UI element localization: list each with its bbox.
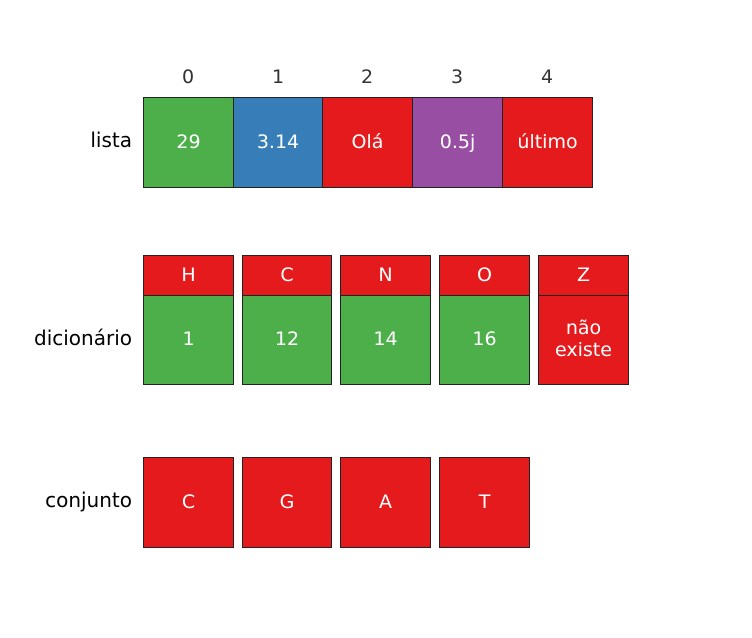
dicionario-key-0: H [143, 255, 234, 296]
conjunto-cell-3: T [439, 457, 530, 548]
dicionario-key-1: C [242, 255, 332, 296]
dicionario-value-0: 1 [143, 295, 234, 385]
dicionario-key-2: N [340, 255, 431, 296]
dicionario-value-1: 12 [242, 295, 332, 385]
dicionario-key-3: O [439, 255, 530, 296]
lista-cell-3: 0.5j [412, 97, 503, 188]
conjunto-cell-0: C [143, 457, 234, 548]
dicionario-value-2: 14 [340, 295, 431, 385]
conjunto-cell-2: A [340, 457, 431, 548]
lista-cell-0: 29 [143, 97, 234, 188]
conjunto-cell-1: G [242, 457, 332, 548]
lista-index-3: 3 [450, 66, 464, 88]
dicionario-value-4: não existe [538, 295, 629, 385]
lista-index-0: 0 [181, 66, 195, 88]
lista-cell-1: 3.14 [233, 97, 323, 188]
lista-index-1: 1 [271, 66, 285, 88]
lista-index-4: 4 [540, 66, 554, 88]
conjunto-label: conjunto [45, 488, 132, 512]
lista-label: lista [90, 128, 132, 152]
dicionario-label: dicionário [34, 326, 132, 350]
lista-index-2: 2 [360, 66, 374, 88]
lista-cell-2: Olá [322, 97, 413, 188]
lista-cell-4: último [502, 97, 593, 188]
dicionario-key-4: Z [538, 255, 629, 296]
dicionario-value-3: 16 [439, 295, 530, 385]
